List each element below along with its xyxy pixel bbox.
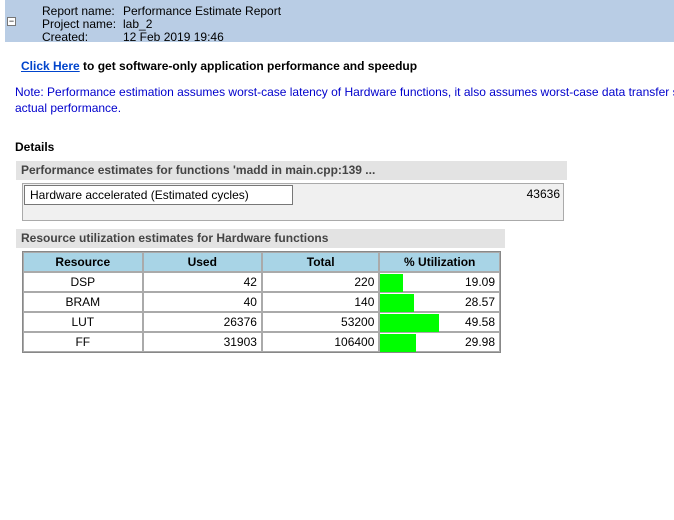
table-row: FF 31903 106400 29.98 <box>23 332 500 352</box>
utilization-value: 29.98 <box>464 335 495 349</box>
field-label: Report name: <box>42 4 115 18</box>
table-cell: LUT <box>23 312 143 332</box>
utilization-cell: 19.09 <box>379 272 500 292</box>
table-row: BRAM 40 140 28.57 <box>23 292 500 312</box>
table-cell: FF <box>23 332 143 352</box>
utilization-bar <box>380 314 440 332</box>
performance-label: Hardware accelerated (Estimated cycles) <box>24 185 293 205</box>
utilization-bar <box>380 334 416 352</box>
table-cell: DSP <box>23 272 143 292</box>
field-value: 12 Feb 2019 19:46 <box>123 30 224 44</box>
column-header: Total <box>261 252 380 272</box>
table-cell: 140 <box>261 292 380 312</box>
field-label: Created: <box>42 30 89 44</box>
header-band <box>5 0 674 42</box>
note-line: actual performance. <box>15 101 122 115</box>
field-value: Performance Estimate Report <box>123 4 282 18</box>
details-title: Details <box>15 140 55 154</box>
table-cell: 106400 <box>261 332 380 352</box>
section-title: Resource utilization estimates for Hardw… <box>16 229 505 248</box>
field-value: lab_2 <box>123 17 153 31</box>
utilization-bar <box>380 274 404 292</box>
table-cell: 40 <box>142 292 262 312</box>
column-header: % Utilization <box>379 252 500 272</box>
performance-box: Hardware accelerated (Estimated cycles) … <box>22 183 564 221</box>
collapse-toggle[interactable]: − <box>7 16 16 26</box>
table-cell: 31903 <box>142 332 262 352</box>
table-row: LUT 26376 53200 49.58 <box>23 312 500 332</box>
resource-table: Resource Used Total% Utilization DSP 42 220 19… <box>22 251 501 353</box>
link-text: to get software-only application perform… <box>83 59 418 73</box>
utilization-bar <box>380 294 415 312</box>
performance-value: 43636 <box>526 187 560 201</box>
link[interactable]: Click Here <box>21 59 80 73</box>
table-cell: 26376 <box>142 312 262 332</box>
note-line: Note: Performance estimation assumes wor… <box>15 85 674 99</box>
utilization-cell: 28.57 <box>379 292 500 312</box>
utilization-value: 49.58 <box>464 315 495 329</box>
utilization-value: 28.57 <box>464 295 495 309</box>
table-cell: 42 <box>142 272 262 292</box>
table-row: DSP 42 220 19.09 <box>23 272 500 292</box>
utilization-cell: 29.98 <box>379 332 500 352</box>
utilization-value: 19.09 <box>464 275 495 289</box>
field-label: Project name: <box>42 17 117 31</box>
column-header: Used <box>142 252 262 272</box>
utilization-cell: 49.58 <box>379 312 500 332</box>
table-cell: 220 <box>261 272 380 292</box>
column-header: Resource <box>23 252 143 272</box>
table-cell: 53200 <box>261 312 380 332</box>
section-title: Performance estimates for functions 'mad… <box>16 161 567 180</box>
table-cell: BRAM <box>23 292 143 312</box>
